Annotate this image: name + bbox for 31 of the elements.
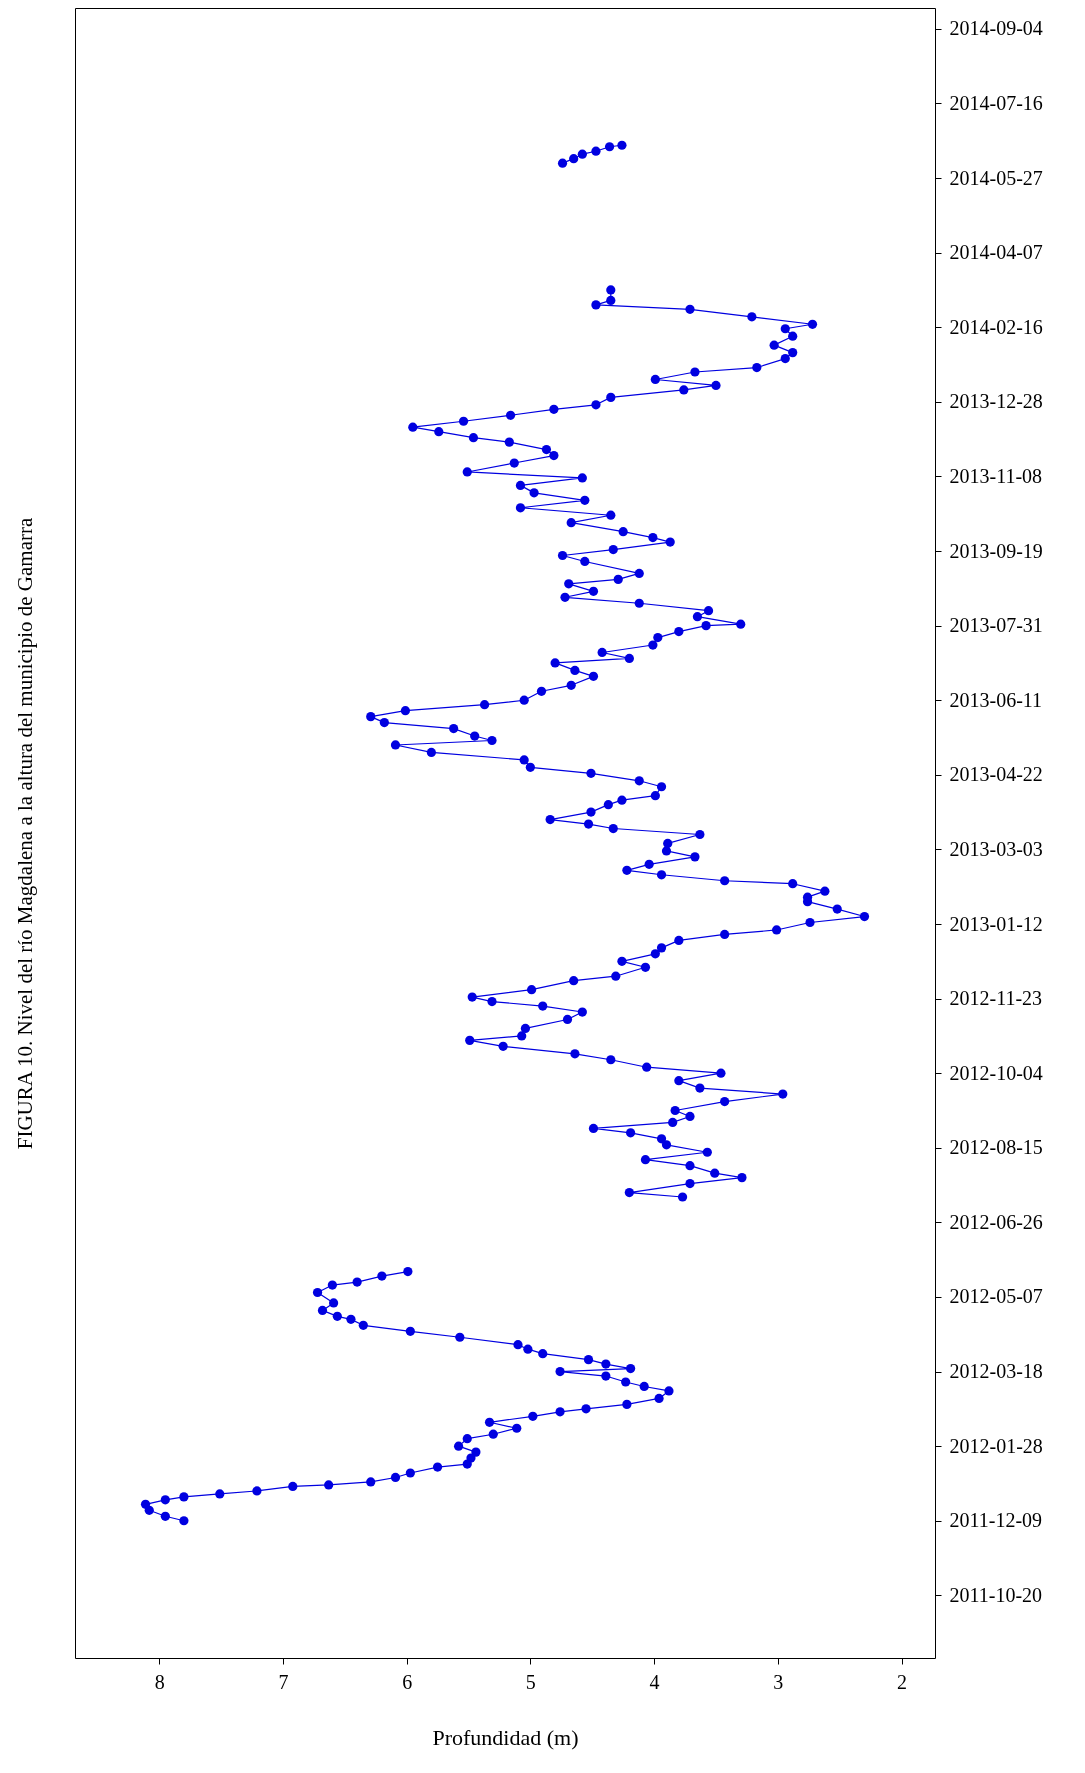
- x-tick-label: 3: [773, 1670, 784, 1693]
- y-tick-label: 2011-10-20: [949, 1583, 1043, 1606]
- y-tick-label: 2011-12-09: [949, 1509, 1043, 1532]
- y-tick-label: 2014-07-16: [949, 91, 1043, 114]
- y-tick-label: 2013-03-03: [949, 837, 1043, 860]
- y-tick-label: 2013-09-19: [949, 539, 1043, 562]
- y-tick-label: 2013-01-12: [949, 912, 1043, 935]
- y-tick-label: 2014-05-27: [949, 166, 1043, 189]
- y-tick-label: 2013-11-08: [949, 464, 1043, 487]
- x-tick-label: 7: [278, 1670, 289, 1693]
- y-axis-title: FIGURA 10. Nivel del río Magdalena a la altura del municipio de Gamarra: [12, 517, 37, 1150]
- x-tick-label: 2: [897, 1670, 908, 1693]
- x-tick-label: 4: [649, 1670, 660, 1693]
- x-tick-label: 8: [154, 1670, 165, 1693]
- x-tick-label: 5: [525, 1670, 536, 1693]
- y-tick-label: 2013-06-11: [949, 688, 1043, 711]
- y-tick-label: 2012-11-23: [949, 987, 1043, 1010]
- y-tick-label: 2012-08-15: [949, 1136, 1043, 1159]
- y-tick-label: 2012-05-07: [949, 1285, 1043, 1308]
- y-tick-label: 2012-10-04: [949, 1061, 1043, 1084]
- y-tick-label: 2014-02-16: [949, 315, 1043, 338]
- x-tick-label: 6: [402, 1670, 413, 1693]
- y-tick-label: 2014-09-04: [949, 17, 1043, 40]
- y-tick-label: 2014-04-07: [949, 241, 1043, 264]
- y-tick-label: 2013-07-31: [949, 614, 1043, 637]
- y-tick-label: 2012-03-18: [949, 1360, 1043, 1383]
- y-tick-label: 2013-04-22: [949, 763, 1043, 786]
- y-tick-label: 2012-06-26: [949, 1210, 1043, 1233]
- y-tick-label: 2012-01-28: [949, 1434, 1043, 1457]
- y-tick-label: 2013-12-28: [949, 390, 1043, 413]
- x-axis-title: Profundidad (m): [432, 1724, 579, 1750]
